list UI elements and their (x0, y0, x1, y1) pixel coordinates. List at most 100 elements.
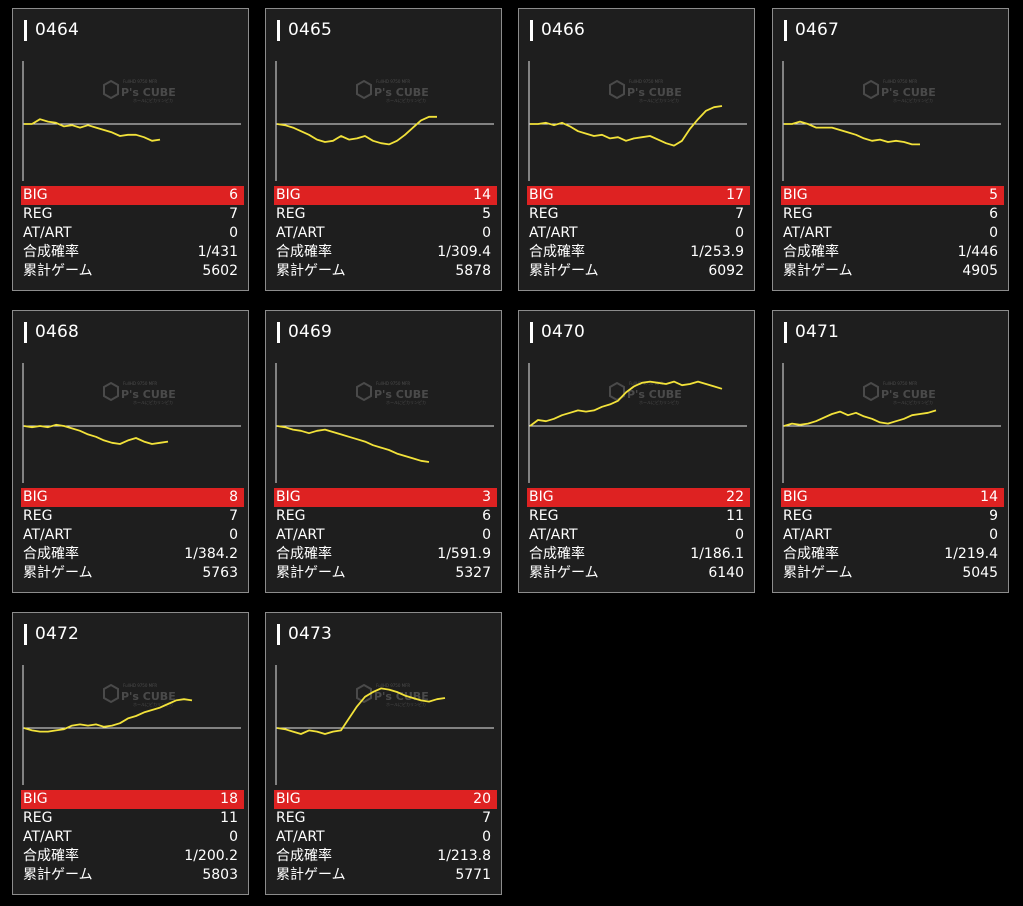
slump-graph: P's CUBE FullHD 9750 MFR ホールにピカリンピカ (782, 61, 1001, 181)
watermark-top: FullHD 9750 MFR (376, 683, 410, 688)
at-row: AT/ART 0 (781, 224, 1004, 243)
at-count: 0 (735, 527, 744, 543)
watermark-logo: P's CUBE FullHD 9750 MFR ホールにピカリンピカ (356, 79, 429, 103)
machine-card[interactable]: 0470 P's CUBE FullHD 9750 MFR ホールにピカリンピカ… (518, 310, 755, 593)
reg-row: REG 11 (21, 809, 244, 828)
big-row: BIG 17 (527, 186, 750, 205)
reg-row: REG 6 (781, 205, 1004, 224)
big-count: 3 (482, 489, 491, 505)
watermark-brand: P's CUBE (627, 86, 682, 99)
machine-card[interactable]: 0467 P's CUBE FullHD 9750 MFR ホールにピカリンピカ… (772, 8, 1009, 291)
reg-label: REG (783, 206, 813, 222)
slump-line (529, 380, 723, 427)
reg-row: REG 7 (274, 809, 497, 828)
big-row: BIG 8 (21, 488, 244, 507)
total-games: 5602 (202, 263, 238, 279)
at-count: 0 (989, 225, 998, 241)
at-label: AT/ART (23, 527, 72, 543)
machine-card[interactable]: 0465 P's CUBE FullHD 9750 MFR ホールにピカリンピカ… (265, 8, 502, 291)
machine-header: 0473 (277, 623, 332, 645)
games-label: 累計ゲーム (783, 565, 853, 581)
slump-line (276, 115, 437, 146)
machine-header: 0465 (277, 19, 332, 41)
big-count: 5 (989, 187, 998, 203)
rate-label: 合成確率 (783, 244, 839, 260)
games-row: 累計ゲーム 5602 (21, 262, 244, 281)
stats-table: BIG 8 REG 7 AT/ART 0 合成確率 1/384.2 累計ゲーム … (21, 488, 244, 583)
slump-line (23, 423, 169, 445)
total-games: 5803 (202, 867, 238, 883)
big-label: BIG (276, 791, 301, 807)
total-games: 6140 (708, 565, 744, 581)
stats-table: BIG 14 REG 5 AT/ART 0 合成確率 1/309.4 累計ゲーム… (274, 186, 497, 281)
games-row: 累計ゲーム 5878 (274, 262, 497, 281)
machine-header: 0471 (784, 321, 839, 343)
rate-label: 合成確率 (529, 244, 585, 260)
games-label: 累計ゲーム (529, 565, 599, 581)
big-row: BIG 3 (274, 488, 497, 507)
machine-card[interactable]: 0472 P's CUBE FullHD 9750 MFR ホールにピカリンピカ… (12, 612, 249, 895)
slump-line (23, 698, 193, 733)
machine-number: 0465 (288, 20, 333, 40)
title-marker (530, 19, 533, 41)
combined-rate: 1/219.4 (944, 546, 998, 562)
machine-card[interactable]: 0468 P's CUBE FullHD 9750 MFR ホールにピカリンピカ… (12, 310, 249, 593)
machine-number: 0471 (795, 322, 840, 342)
reg-label: REG (783, 508, 813, 524)
watermark-sub: ホールにピカリンピカ (893, 400, 933, 405)
big-count: 17 (726, 187, 744, 203)
machine-card[interactable]: 0469 P's CUBE FullHD 9750 MFR ホールにピカリンピカ… (265, 310, 502, 593)
watermark-logo: P's CUBE FullHD 9750 MFR ホールにピカリンピカ (103, 381, 176, 405)
games-label: 累計ゲーム (23, 867, 93, 883)
big-count: 8 (229, 489, 238, 505)
cube-icon (609, 79, 625, 100)
machine-card[interactable]: 0464 P's CUBE FullHD 9750 MFR ホールにピカリンピカ… (12, 8, 249, 291)
slump-graph: P's CUBE FullHD 9750 MFR ホールにピカリンピカ (528, 61, 747, 181)
reg-label: REG (529, 508, 559, 524)
machine-number: 0472 (35, 624, 80, 644)
big-count: 22 (726, 489, 744, 505)
watermark-brand: P's CUBE (881, 86, 936, 99)
machine-number: 0469 (288, 322, 333, 342)
at-label: AT/ART (276, 527, 325, 543)
games-row: 累計ゲーム 5763 (21, 564, 244, 583)
watermark-logo: P's CUBE FullHD 9750 MFR ホールにピカリンピカ (103, 79, 176, 103)
reg-row: REG 9 (781, 507, 1004, 526)
at-count: 0 (989, 527, 998, 543)
at-row: AT/ART 0 (527, 526, 750, 545)
games-label: 累計ゲーム (23, 565, 93, 581)
title-marker (784, 321, 787, 343)
machine-card[interactable]: 0466 P's CUBE FullHD 9750 MFR ホールにピカリンピカ… (518, 8, 755, 291)
rate-row: 合成確率 1/309.4 (274, 243, 497, 262)
slump-graph: P's CUBE FullHD 9750 MFR ホールにピカリンピカ (22, 363, 241, 483)
machine-card[interactable]: 0471 P's CUBE FullHD 9750 MFR ホールにピカリンピカ… (772, 310, 1009, 593)
combined-rate: 1/309.4 (437, 244, 491, 260)
big-row: BIG 14 (274, 186, 497, 205)
machine-number: 0473 (288, 624, 333, 644)
reg-row: REG 7 (21, 205, 244, 224)
reg-label: REG (276, 810, 306, 826)
at-count: 0 (229, 225, 238, 241)
machine-card[interactable]: 0473 P's CUBE FullHD 9750 MFR ホールにピカリンピカ… (265, 612, 502, 895)
at-count: 0 (482, 225, 491, 241)
big-label: BIG (783, 187, 808, 203)
games-label: 累計ゲーム (276, 263, 346, 279)
reg-count: 7 (735, 206, 744, 222)
cube-icon (356, 79, 372, 100)
rate-label: 合成確率 (276, 546, 332, 562)
at-label: AT/ART (783, 527, 832, 543)
machine-number: 0467 (795, 20, 840, 40)
slump-line (276, 425, 430, 463)
stats-table: BIG 6 REG 7 AT/ART 0 合成確率 1/431 累計ゲーム 56… (21, 186, 244, 281)
combined-rate: 1/186.1 (690, 546, 744, 562)
watermark-sub: ホールにピカリンピカ (133, 702, 173, 707)
rate-row: 合成確率 1/186.1 (527, 545, 750, 564)
watermark-top: FullHD 9750 MFR (376, 79, 410, 84)
watermark-brand: P's CUBE (121, 86, 176, 99)
combined-rate: 1/591.9 (437, 546, 491, 562)
machine-header: 0470 (530, 321, 585, 343)
watermark-top: FullHD 9750 MFR (376, 381, 410, 386)
reg-count: 9 (989, 508, 998, 524)
big-label: BIG (529, 187, 554, 203)
combined-rate: 1/200.2 (184, 848, 238, 864)
